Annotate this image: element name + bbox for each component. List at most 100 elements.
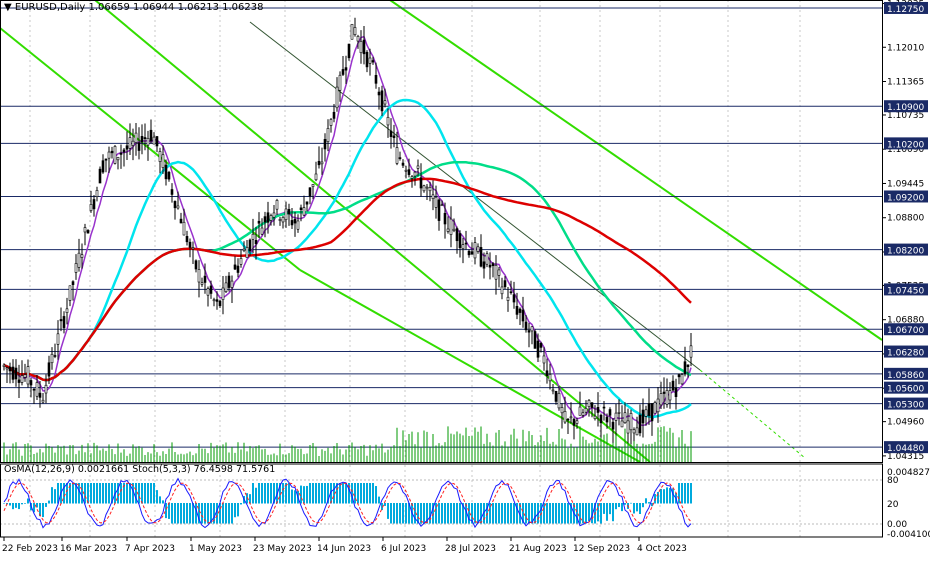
candle-body: [515, 305, 519, 315]
osma-bar: [663, 489, 665, 504]
osma-bar: [96, 483, 98, 504]
osma-bar: [102, 483, 104, 504]
trend-channels[interactable]: [0, 0, 883, 463]
level-label-box: [884, 100, 928, 113]
osma-bar: [123, 483, 125, 504]
price-tick-label: 1.10735: [887, 111, 924, 121]
candle-body: [608, 409, 612, 416]
candle-body: [347, 43, 351, 59]
candle-body: [230, 280, 234, 288]
time-label: 12 Sep 2023: [573, 544, 630, 554]
candle-body: [248, 239, 252, 252]
osma-bar: [564, 503, 566, 524]
osma-bar: [162, 500, 164, 504]
candle-body: [29, 380, 33, 386]
time-label: 28 Jul 2023: [445, 544, 496, 554]
candle-body: [485, 253, 489, 265]
triangle-down-icon[interactable]: ▼: [4, 2, 12, 13]
candle-body: [530, 326, 534, 332]
osma-bar: [87, 483, 89, 504]
osma-bar: [525, 503, 527, 524]
candle-body: [458, 233, 462, 248]
candle-body: [14, 367, 18, 380]
osc-tick-label: 0.00: [887, 520, 907, 530]
level-label-box: [884, 441, 928, 454]
osma-bar: [189, 503, 191, 524]
candle-body: [593, 415, 597, 420]
candle-body: [2, 364, 6, 367]
level-label-box: [884, 381, 928, 394]
osma-bar: [231, 503, 233, 524]
osma-bar: [126, 483, 128, 504]
osma-bar: [633, 503, 635, 514]
osma-bar: [387, 503, 389, 519]
osma-bar: [237, 503, 239, 517]
price-tick-label: 1.04960: [887, 418, 924, 428]
candle-body: [305, 201, 309, 205]
osma-bar: [369, 483, 371, 504]
candle-body: [200, 282, 204, 285]
osma-bar: [111, 483, 113, 504]
candle-body: [509, 291, 513, 294]
price-tick-label: 1.10090: [887, 145, 924, 155]
candle-body: [392, 135, 396, 139]
candle-body: [35, 382, 39, 397]
osma-bar: [279, 483, 281, 504]
osma-bar: [585, 503, 587, 524]
osma-bar: [294, 490, 296, 504]
channel-line-3[interactable]: [299, 269, 641, 463]
trend-extension-line: [699, 369, 806, 459]
osma-bar: [318, 483, 320, 504]
osma-bar: [141, 483, 143, 504]
level-label: 1.05600: [887, 385, 924, 395]
channel-line-1[interactable]: [0, 27, 301, 271]
candle-body: [113, 146, 117, 164]
candle-body: [107, 151, 111, 159]
osma-bar: [630, 502, 632, 504]
oscillator-header: OsMA(12,26,9) 0.0021661 Stoch(5,3,3) 76.…: [4, 464, 275, 475]
osma-bar: [315, 483, 317, 504]
osma-bar: [69, 483, 71, 504]
candle-body: [491, 263, 495, 267]
candle-body: [680, 374, 684, 385]
candle-body: [26, 366, 30, 385]
candle-body: [218, 300, 222, 307]
osma-bar: [651, 503, 653, 507]
candle-body: [290, 220, 294, 226]
candle-body: [263, 216, 267, 223]
candle-body: [83, 227, 87, 233]
osma-bar: [561, 503, 563, 524]
osma-bar: [201, 503, 203, 524]
osma-bar: [480, 503, 482, 524]
osma-bar: [465, 503, 467, 524]
osma-bar: [378, 496, 380, 504]
candle-body: [251, 233, 255, 240]
osma-bar: [507, 503, 509, 524]
candle-body: [674, 387, 678, 397]
osma-bar: [396, 503, 398, 524]
horizontal-levels[interactable]: [0, 7, 882, 448]
osma-bar: [495, 503, 497, 524]
candle-body: [380, 90, 384, 112]
osma-bar: [456, 503, 458, 524]
osma-bar: [36, 503, 38, 508]
candle-body: [581, 412, 585, 416]
osma-bar: [393, 503, 395, 524]
osma-bar: [153, 483, 155, 504]
osma-bar: [669, 488, 671, 504]
osma-bar: [57, 483, 59, 504]
level-label-box: [884, 283, 928, 296]
candle-body: [77, 252, 81, 268]
osma-bar: [24, 503, 26, 504]
candle-body: [383, 100, 387, 105]
channel-line-0[interactable]: [94, 0, 651, 463]
osma-bar: [168, 503, 170, 519]
osma-bar: [192, 503, 194, 524]
candle-body: [620, 420, 624, 428]
osma-bar: [687, 483, 689, 504]
channel-line-2[interactable]: [389, 0, 883, 341]
candle-body: [473, 242, 477, 259]
candle-body: [647, 403, 651, 416]
